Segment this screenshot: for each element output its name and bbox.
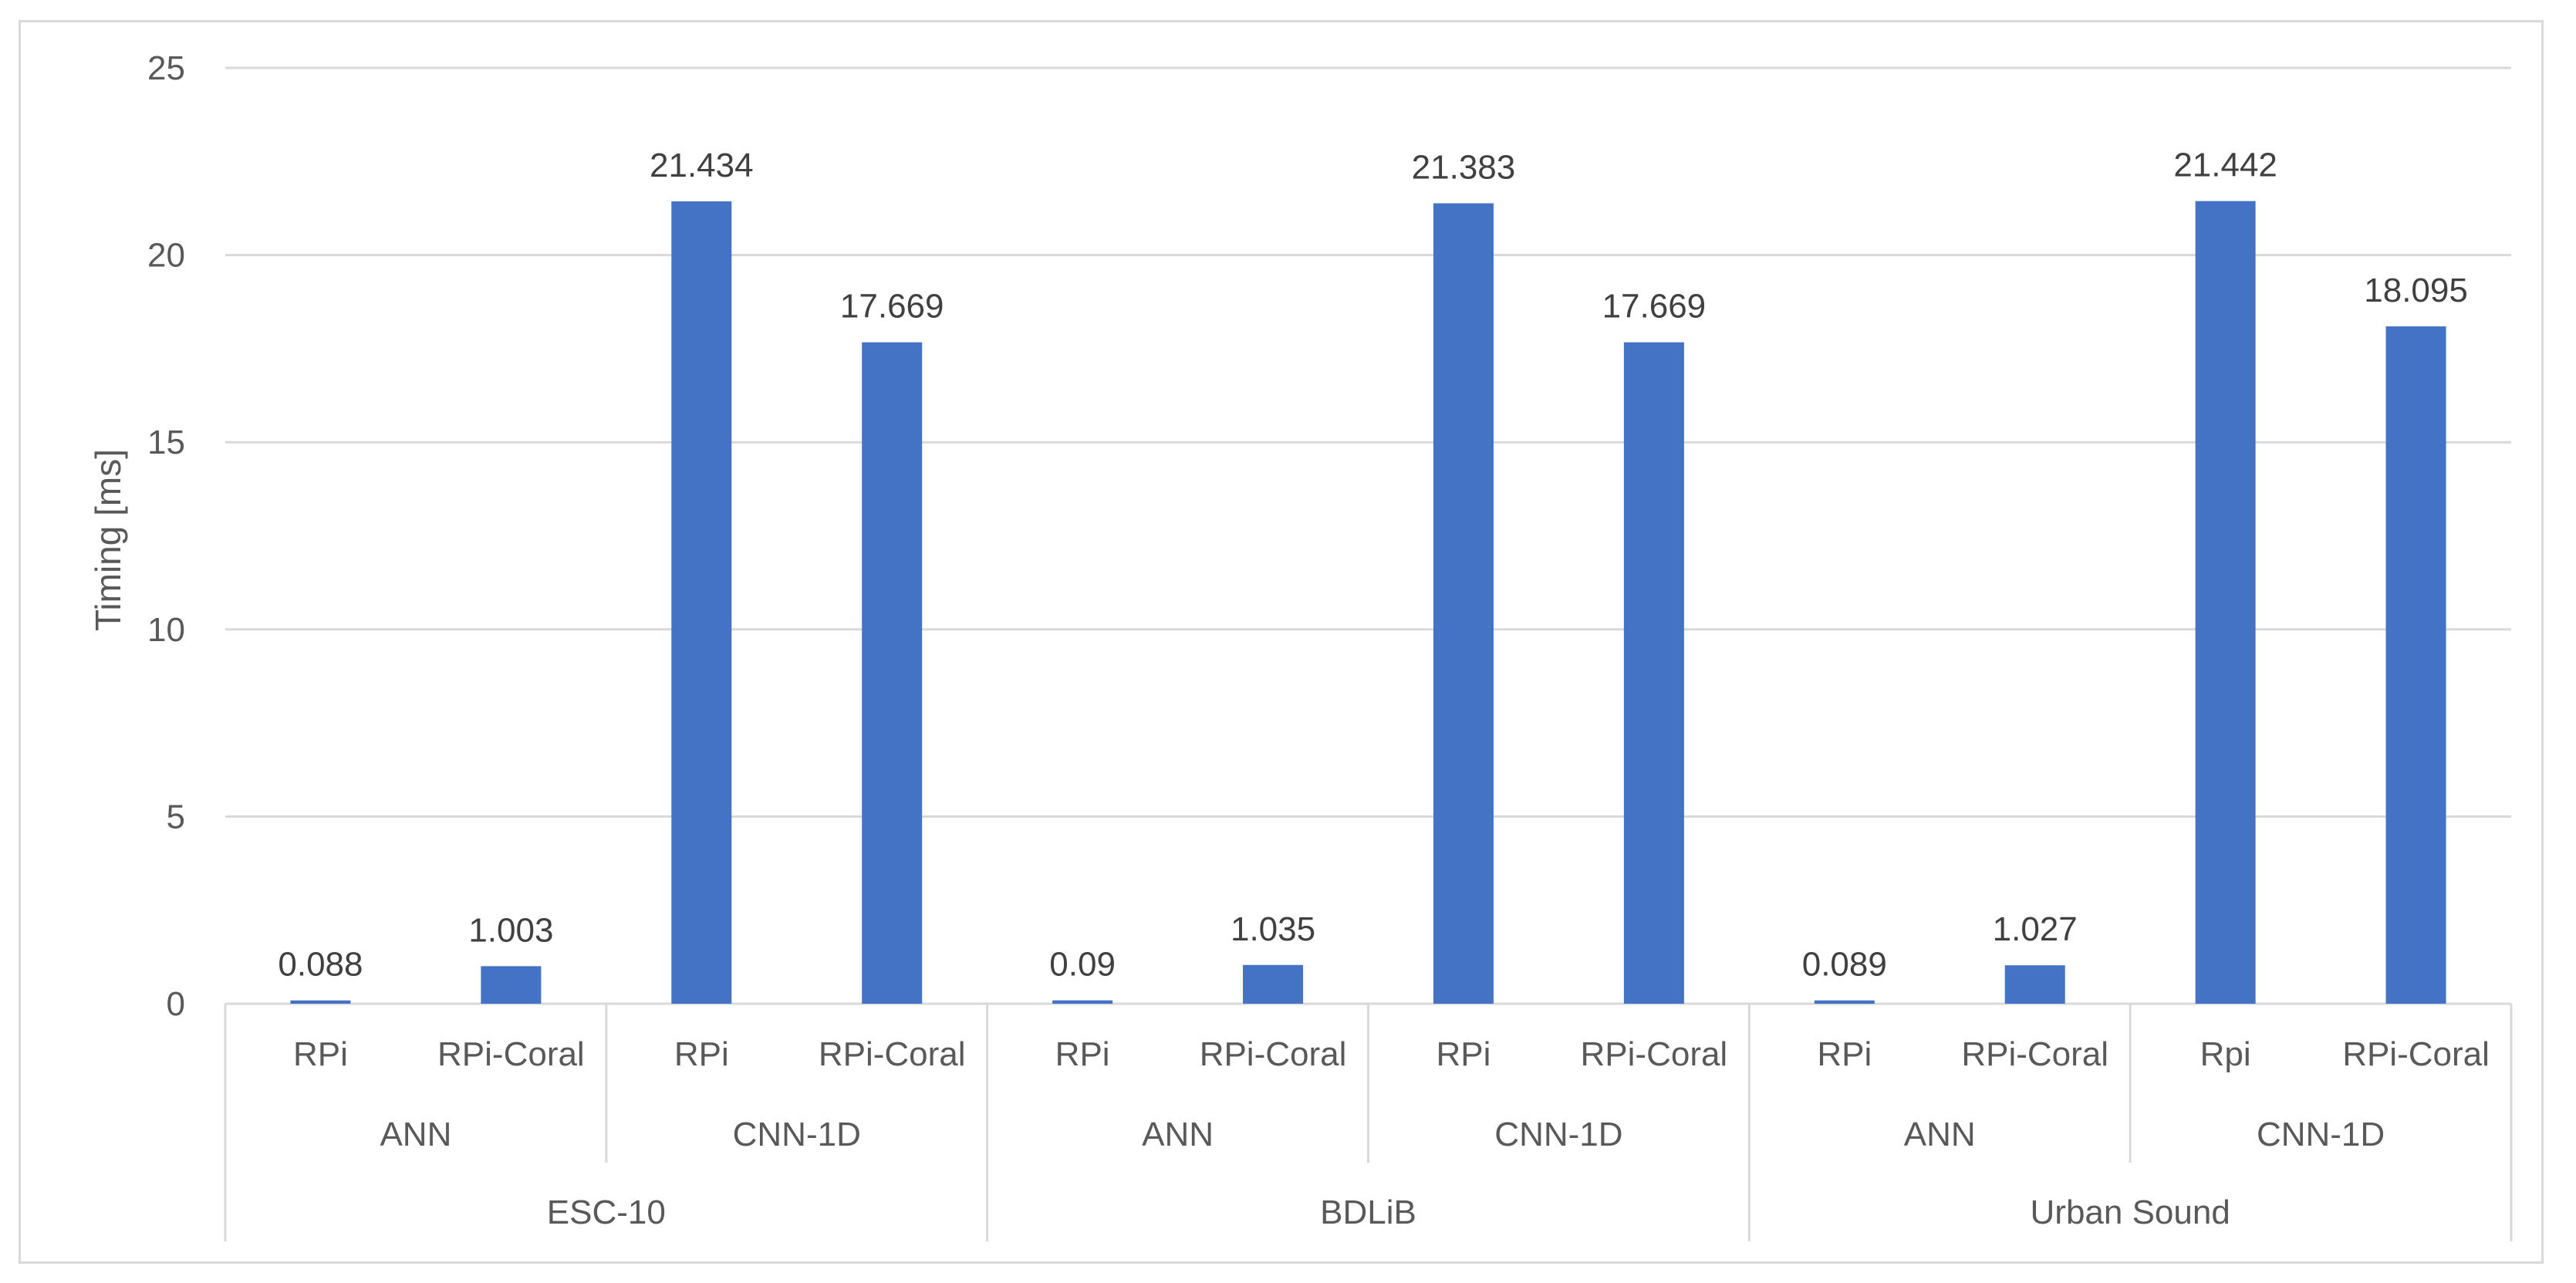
x-category-label: RPi xyxy=(674,1035,729,1073)
data-label: 21.442 xyxy=(2173,147,2277,184)
x-dataset-label: Urban Sound xyxy=(2031,1194,2230,1231)
x-category-label: RPi-Coral xyxy=(2342,1035,2490,1073)
x-model-label: CNN-1D xyxy=(1494,1116,1622,1153)
bar xyxy=(1433,203,1494,1004)
y-tick-label: 20 xyxy=(147,237,185,275)
data-label: 17.669 xyxy=(1602,288,1707,326)
x-category-label: RPi-Coral xyxy=(1200,1035,1347,1073)
data-label: 0.09 xyxy=(1049,946,1116,984)
x-dataset-label: BDLiB xyxy=(1320,1194,1416,1231)
gridlines xyxy=(225,66,2511,1005)
bar xyxy=(2195,201,2256,1004)
data-label: 21.383 xyxy=(1412,148,1516,186)
x-category-label: RPi xyxy=(293,1035,348,1073)
bars xyxy=(290,201,2446,1004)
x-category-label: Rpi xyxy=(2200,1035,2251,1073)
x-category-label: RPi-Coral xyxy=(437,1035,585,1073)
x-category-label: RPi-Coral xyxy=(1961,1035,2108,1073)
bar xyxy=(1243,964,1304,1004)
bar xyxy=(1814,1000,1875,1004)
y-tick-label: 0 xyxy=(167,985,185,1023)
bar xyxy=(671,201,732,1004)
x-dataset-label: ESC-10 xyxy=(547,1194,666,1231)
x-model-label: CNN-1D xyxy=(733,1116,861,1153)
x-model-label: ANN xyxy=(380,1116,451,1153)
data-label: 21.434 xyxy=(650,147,754,184)
data-label: 18.095 xyxy=(2364,272,2468,309)
y-axis-ticks: 0 5 10 15 20 25 xyxy=(147,49,185,1023)
bar xyxy=(1623,342,1684,1004)
y-tick-label: 5 xyxy=(167,798,185,836)
x-model-label: CNN-1D xyxy=(2257,1116,2385,1153)
chart-frame xyxy=(19,20,2544,1264)
x-model-label: ANN xyxy=(1904,1116,1976,1153)
x-model-label: ANN xyxy=(1142,1116,1214,1153)
bar xyxy=(2385,326,2446,1004)
x-category-label: RPi xyxy=(1055,1035,1110,1073)
bar xyxy=(1052,1000,1113,1004)
x-category-label: RPi-Coral xyxy=(1581,1035,1728,1073)
x-category-label: RPi xyxy=(1437,1035,1491,1073)
y-tick-label: 25 xyxy=(147,49,185,87)
x-axis: RPi RPi-Coral RPi RPi-Coral RPi RPi-Coral RPi R… xyxy=(224,1004,2513,1241)
data-label: 1.027 xyxy=(1993,910,2078,948)
bar xyxy=(862,342,923,1004)
bar xyxy=(290,1000,351,1004)
bar xyxy=(481,966,542,1004)
bar xyxy=(2004,965,2065,1004)
x-category-label: RPi-Coral xyxy=(819,1035,966,1073)
data-labels: 0.088 1.003 21.434 17.669 0.09 1.035 21.383 17.… xyxy=(278,147,2467,984)
data-label: 0.089 xyxy=(1802,946,1887,984)
data-label: 1.035 xyxy=(1231,910,1315,948)
data-label: 17.669 xyxy=(840,288,944,326)
y-tick-label: 10 xyxy=(147,611,185,649)
data-label: 1.003 xyxy=(468,911,553,949)
x-category-label: RPi xyxy=(1817,1035,1872,1073)
y-axis-label: Timing [ms] xyxy=(88,449,128,631)
y-tick-label: 15 xyxy=(147,424,185,461)
data-label: 0.088 xyxy=(278,946,363,984)
